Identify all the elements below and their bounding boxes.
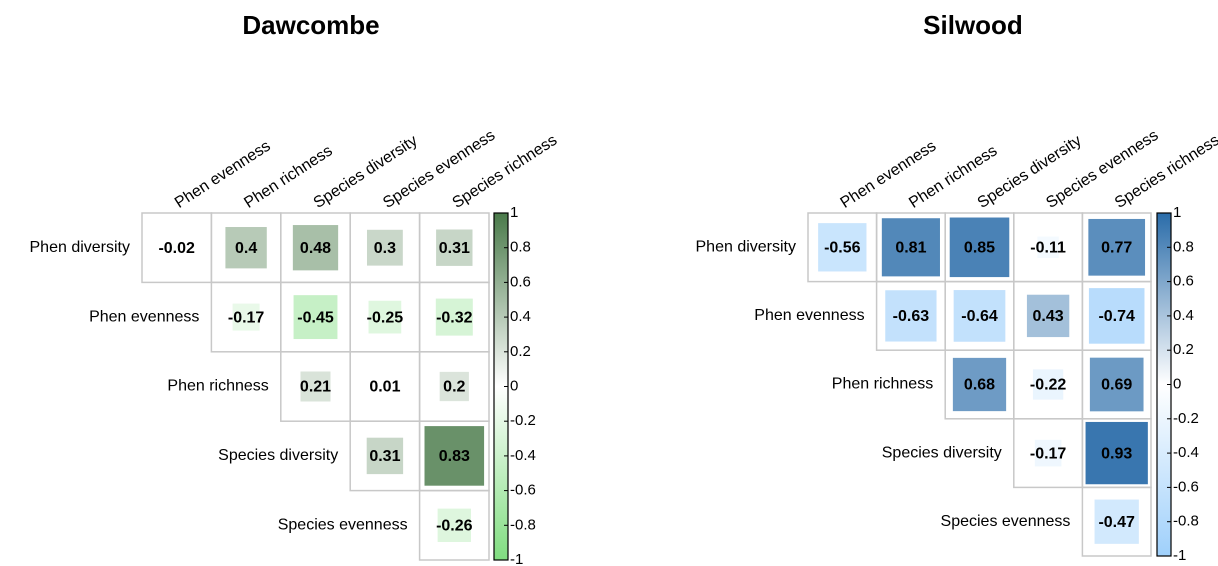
column-label: Species evenness (1043, 127, 1161, 212)
square (1094, 499, 1139, 544)
square (885, 290, 937, 342)
value-label: 0.69 (1101, 377, 1132, 394)
row-label: Species diversity (882, 444, 1002, 461)
value-label: -0.22 (1030, 377, 1067, 394)
colorbar-tick-label: -0.8 (510, 516, 536, 533)
value-label: 0.85 (964, 240, 995, 257)
row-label: Phen diversity (696, 239, 797, 256)
square (881, 218, 940, 277)
colorbar-tick-label: 0.8 (1173, 238, 1194, 255)
chart-title: Silwood (923, 10, 1023, 40)
value-label: 0.31 (369, 448, 400, 465)
square (439, 371, 469, 402)
square (949, 217, 1010, 278)
chart-title: Dawcombe (242, 10, 379, 40)
colorbar-tick-label: 0.4 (1173, 307, 1194, 324)
value-label: -0.47 (1098, 514, 1135, 531)
square (953, 290, 1006, 342)
square (424, 426, 485, 486)
square (366, 437, 404, 475)
value-label: 0.01 (369, 379, 400, 396)
colorbar-tick-label: -0.4 (510, 447, 536, 464)
value-label: 0.43 (1033, 308, 1064, 325)
value-label: 0.31 (439, 240, 470, 257)
row-label: Species diversity (218, 447, 338, 464)
square (818, 223, 867, 272)
row-label: Species evenness (941, 513, 1071, 530)
colorbar-tick-label: -0.2 (1173, 410, 1199, 427)
colorbar-tick-label: -0.2 (510, 412, 536, 429)
row-label: Phen richness (167, 378, 268, 395)
colorbar-tick-label: -0.6 (510, 482, 536, 499)
colorbar-tick-label: 1 (510, 204, 518, 221)
value-label: -0.32 (436, 309, 473, 326)
value-label: 0.81 (895, 240, 926, 257)
value-label: 0.48 (300, 240, 331, 257)
colorbar-tick-label: -0.8 (1173, 513, 1199, 530)
row-label: Phen diversity (30, 239, 131, 256)
colorbar-tick-label: 0.6 (1173, 273, 1194, 290)
square (368, 300, 402, 334)
colorbar-tick-label: 1 (1173, 204, 1181, 221)
value-label: -0.26 (436, 518, 473, 535)
value-label: -0.17 (228, 309, 265, 326)
colorbar-tick-label: 0 (510, 377, 518, 394)
value-label: 0.3 (374, 240, 396, 257)
square (1037, 236, 1059, 259)
value-label: -0.17 (1030, 445, 1067, 462)
row-label: Phen richness (832, 376, 933, 393)
colorbar-tick-label: 0 (1173, 375, 1181, 392)
colorbar-tick-label: -0.6 (1173, 478, 1199, 495)
square (952, 357, 1007, 412)
colorbar-tick-label: 0.8 (510, 239, 531, 256)
square (436, 229, 473, 266)
value-label: -0.74 (1098, 308, 1135, 325)
cell-border (418, 489, 490, 561)
value-label: 0.77 (1101, 240, 1132, 257)
value-label: 0.2 (443, 379, 465, 396)
column-label: Species evenness (380, 127, 498, 212)
row-label: Phen evenness (754, 307, 864, 324)
square (300, 371, 331, 402)
square (1089, 357, 1144, 412)
square (1032, 369, 1064, 400)
square (1085, 421, 1148, 485)
colorbar-tick-label: -1 (1173, 547, 1186, 564)
cell-border (1081, 486, 1152, 557)
value-label: -0.11 (1030, 240, 1066, 257)
row-label: Phen evenness (89, 308, 199, 325)
colorbar-tick-label: -0.4 (1173, 444, 1199, 461)
colorbar-tick-label: 0.2 (1173, 341, 1194, 358)
value-label: -0.64 (961, 308, 998, 325)
value-label: -0.56 (824, 240, 861, 257)
square (1026, 294, 1070, 338)
square (172, 243, 182, 253)
square (437, 508, 471, 542)
value-label: -0.25 (367, 309, 404, 326)
value-label: 0.21 (300, 379, 331, 396)
square (366, 229, 403, 266)
row-label: Species evenness (278, 517, 408, 534)
square (292, 225, 339, 271)
square (381, 383, 389, 390)
square (225, 227, 267, 269)
value-label: 0.93 (1101, 445, 1132, 462)
colorbar-tick-label: -1 (510, 551, 523, 566)
square (435, 298, 473, 336)
value-label: -0.63 (893, 308, 930, 325)
colorbar-tick-label: 0.6 (510, 273, 531, 290)
value-label: -0.02 (158, 240, 195, 257)
value-label: 0.83 (439, 448, 470, 465)
value-label: 0.68 (964, 377, 995, 394)
value-label: 0.4 (235, 240, 257, 257)
square (1034, 439, 1062, 467)
square (293, 295, 338, 340)
square (232, 303, 260, 331)
colorbar-tick-label: 0.2 (510, 343, 531, 360)
square (1088, 288, 1145, 344)
colorbar-tick-label: 0.4 (510, 308, 531, 325)
value-label: -0.45 (297, 309, 334, 326)
square (1088, 218, 1146, 276)
